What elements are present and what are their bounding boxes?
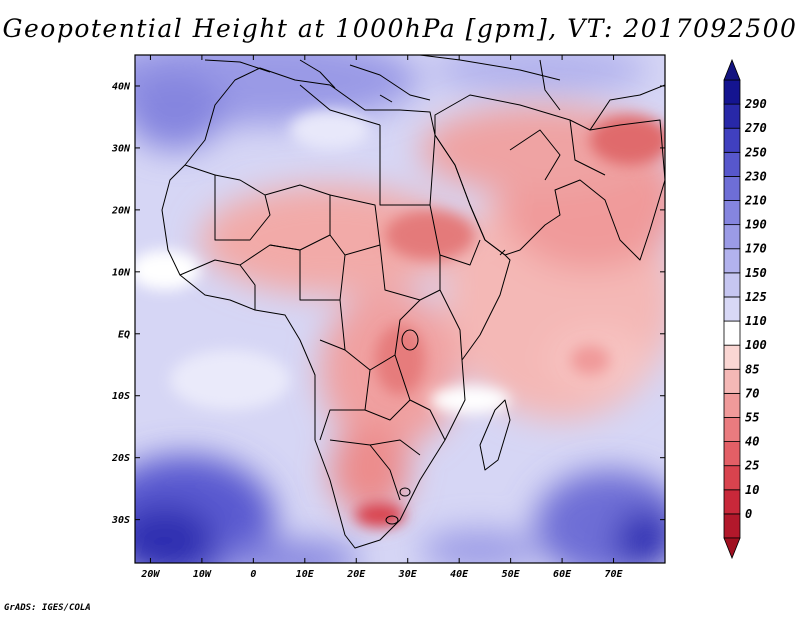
colorbar-label: 10 xyxy=(745,483,759,497)
colorbar-label: 110 xyxy=(745,314,767,328)
colorbar-label: 210 xyxy=(744,194,767,208)
colorbar-swatch xyxy=(723,392,741,418)
height-field xyxy=(135,55,665,563)
lat-tick-label: 20S xyxy=(111,453,130,464)
lon-tick-label: 30E xyxy=(398,569,418,580)
lon-tick-label: 40E xyxy=(450,569,469,580)
lon-tick-label: 50E xyxy=(502,569,521,580)
colorbar-label: 55 xyxy=(745,410,759,424)
lon-tick-label: 60E xyxy=(553,569,572,580)
lat-tick-label: 30N xyxy=(111,143,131,154)
colorbar-label: 290 xyxy=(744,97,767,111)
lat-tick-label: 30S xyxy=(111,515,130,526)
colorbar-top-arrow xyxy=(723,58,741,81)
colorbar-swatch xyxy=(723,513,741,539)
grads-credit: GrADS: IGES/COLA xyxy=(4,603,91,613)
lon-tick-label: 20W xyxy=(140,569,160,580)
colorbar-label: 25 xyxy=(744,459,759,473)
colorbar-label: 150 xyxy=(745,266,767,280)
colorbar-swatch xyxy=(723,200,741,226)
colorbar-swatch xyxy=(723,151,741,177)
colorbar-label: 250 xyxy=(744,145,767,159)
colorbar-swatch xyxy=(723,176,741,201)
lat-tick-label: 10N xyxy=(112,267,131,278)
lat-tick-label: 20N xyxy=(111,205,131,216)
colorbar-swatch xyxy=(723,224,741,250)
chart-title: Geopotential Height at 1000hPa [gpm], VT… xyxy=(2,14,798,43)
colorbar-label: 170 xyxy=(745,242,767,256)
colorbar-label: 0 xyxy=(745,507,752,521)
colorbar-label: 40 xyxy=(745,435,759,449)
colorbar-swatch xyxy=(723,320,741,346)
colorbar-swatch xyxy=(723,465,741,491)
lat-tick-label: 40N xyxy=(112,81,131,92)
lon-tick-label: 0 xyxy=(250,569,256,580)
colorbar-swatch xyxy=(723,368,741,394)
lon-tick-label: 20E xyxy=(346,569,366,580)
lon-tick-label: 70E xyxy=(605,569,624,580)
plot-frame xyxy=(134,54,666,564)
colorbar-label: 270 xyxy=(744,121,767,135)
colorbar-swatch xyxy=(723,489,741,515)
colorbar-swatch xyxy=(723,79,741,105)
lat-tick-label: EQ xyxy=(118,329,130,340)
latitude-axis: 40N 30N 20N 10N EQ 10S 20S 30S xyxy=(111,81,665,526)
colorbar-label: 230 xyxy=(744,169,767,183)
colorbar-label: 100 xyxy=(745,338,767,352)
colorbar-swatch xyxy=(723,248,741,274)
longitude-axis: 20W 10W 0 10E 20E 30E 40E 50E 60E 70E xyxy=(140,55,624,580)
colorbar-swatch xyxy=(723,127,741,153)
colorbar-label: 190 xyxy=(745,218,767,232)
colorbar-swatch xyxy=(723,344,741,370)
colorbar-label: 85 xyxy=(745,362,759,376)
colorbar-label: 125 xyxy=(745,290,767,304)
lon-tick-label: 10E xyxy=(296,569,315,580)
lon-tick-label: 10W xyxy=(193,569,212,580)
colorbar-swatch xyxy=(723,103,741,129)
colorbar: 0 10 25 40 55 70 85 100 110 125 150 170 190 210 230 250… xyxy=(723,58,767,560)
lat-tick-label: 10S xyxy=(112,391,130,402)
colorbar-swatch xyxy=(723,417,741,442)
colorbar-swatch xyxy=(723,296,741,322)
colorbar-bottom-arrow xyxy=(723,537,741,560)
colorbar-label: 70 xyxy=(745,386,759,400)
colorbar-swatch xyxy=(723,441,741,467)
colorbar-swatch xyxy=(723,272,741,298)
